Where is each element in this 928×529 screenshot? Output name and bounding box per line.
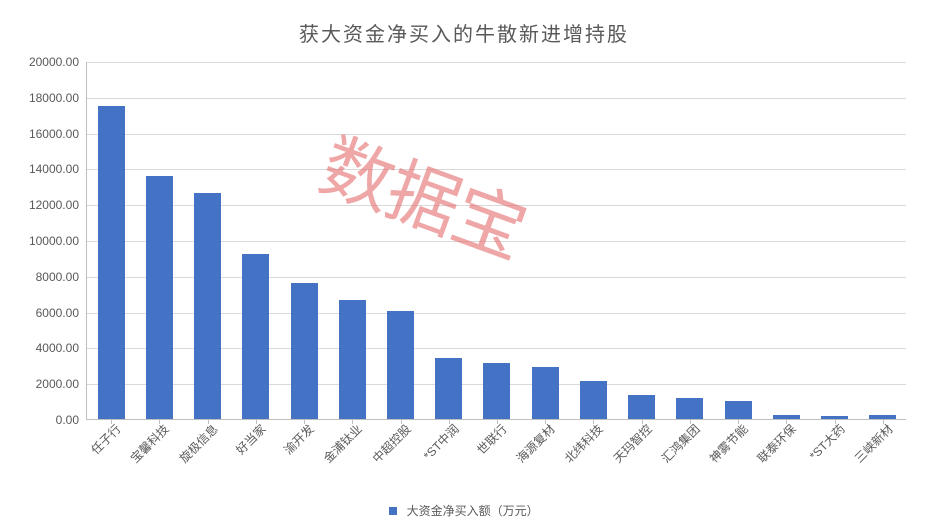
x-tick-label: 神雾节能 [704,419,751,466]
y-tick-label: 10000.00 [29,234,87,248]
gridline [87,134,906,135]
bar [339,300,366,419]
bar [725,401,752,419]
bar [628,395,655,419]
plot-area: 0.002000.004000.006000.008000.0010000.00… [86,62,906,420]
y-tick-label: 2000.00 [36,377,87,391]
x-tick-label: 旋极信息 [174,419,221,466]
y-tick-label: 8000.00 [36,270,87,284]
legend: 大资金净买入额（万元） [0,502,928,519]
bar-chart: 获大资金净买入的牛散新进增持股 0.002000.004000.006000.0… [0,0,928,529]
bar [387,311,414,419]
bar [435,358,462,419]
bar [146,176,173,419]
x-tick-label: 金浦钛业 [318,419,365,466]
x-tick-label: 海源复材 [511,419,558,466]
x-tick-label: 世联行 [472,419,511,458]
bar [291,283,318,419]
bar [194,193,221,419]
y-tick-label: 6000.00 [36,306,87,320]
gridline [87,62,906,63]
bar [98,106,125,419]
bar [580,381,607,419]
x-tick-label: 天玛智控 [608,419,655,466]
y-tick-label: 4000.00 [36,341,87,355]
x-tick-label: 好当家 [230,419,269,458]
x-tick-label: 三峡新材 [849,419,896,466]
x-tick-label: 北纬科技 [560,419,607,466]
y-tick-label: 12000.00 [29,198,87,212]
y-tick-label: 16000.00 [29,127,87,141]
x-tick-label: 渝开发 [279,419,318,458]
x-tick-label: 任子行 [86,419,125,458]
x-tick-label: 汇鸿集团 [656,419,703,466]
bar [676,398,703,419]
y-tick-label: 18000.00 [29,91,87,105]
gridline [87,169,906,170]
y-tick-label: 14000.00 [29,162,87,176]
x-tick-label: *ST中润 [418,419,463,464]
bar [532,367,559,419]
x-tick-label: 宝馨科技 [125,419,172,466]
y-tick-label: 0.00 [56,413,87,427]
x-tick-label: 联泰环保 [752,419,799,466]
legend-label: 大资金净买入额（万元） [407,502,539,519]
x-tick-label: 中超控股 [367,419,414,466]
bar [483,363,510,419]
x-tick-label: *ST大药 [804,419,849,464]
y-tick-label: 20000.00 [29,55,87,69]
bar [242,254,269,419]
chart-title: 获大资金净买入的牛散新进增持股 [0,18,928,47]
gridline [87,98,906,99]
legend-swatch [389,507,397,515]
